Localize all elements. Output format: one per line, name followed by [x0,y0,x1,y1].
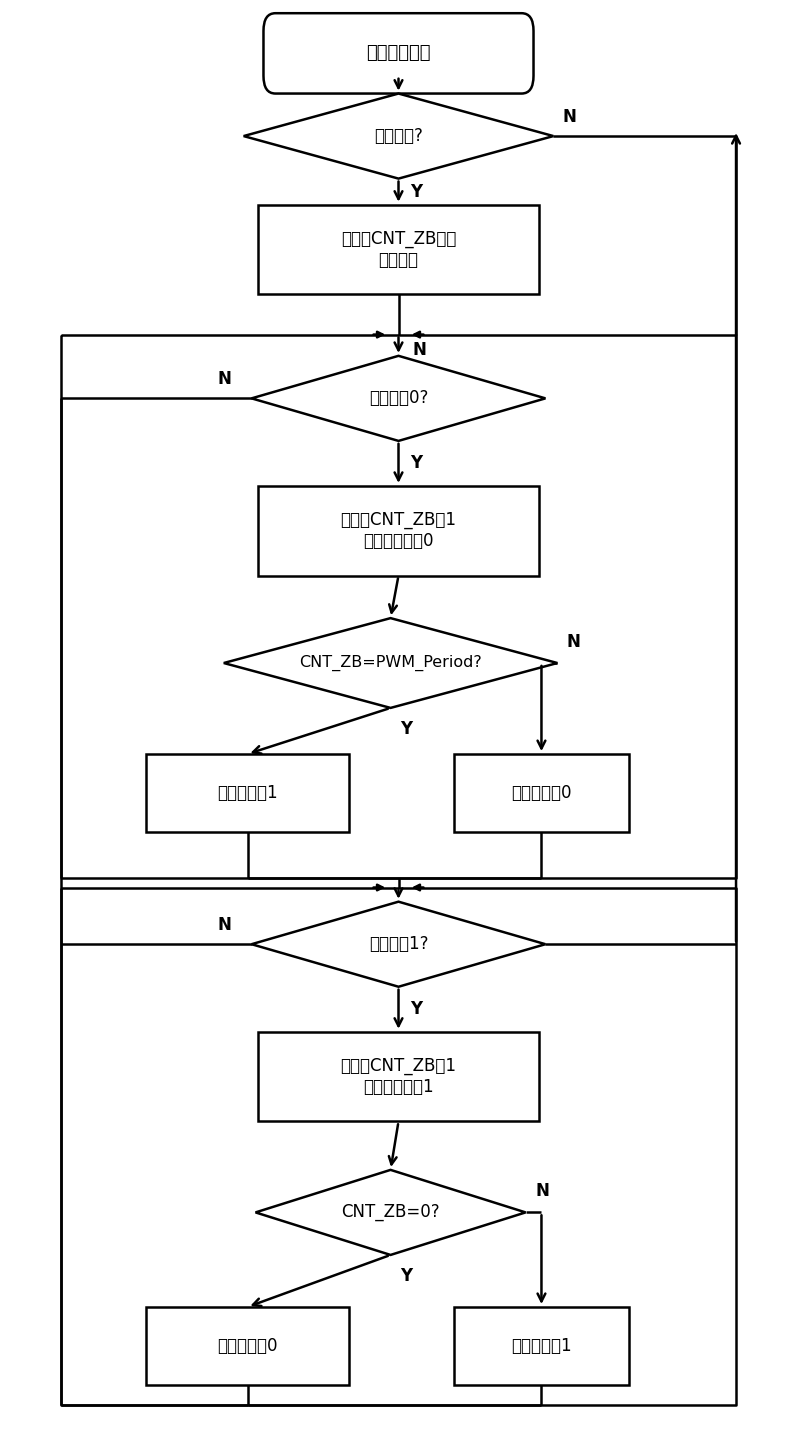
FancyBboxPatch shape [264,13,533,93]
Text: N: N [218,916,232,935]
Text: 载波生成流程: 载波生成流程 [367,44,430,63]
Polygon shape [252,355,545,441]
Text: N: N [218,370,232,389]
Text: 状态机为1?: 状态机为1? [369,935,428,954]
Text: CNT_ZB=PWM_Period?: CNT_ZB=PWM_Period? [299,655,482,671]
Text: 计数器CNT_ZB清零
载波置零: 计数器CNT_ZB清零 载波置零 [341,230,456,269]
Bar [454,754,629,831]
Polygon shape [224,619,557,708]
Text: CNT_ZB=0?: CNT_ZB=0? [341,1204,440,1222]
Text: 状态机继置0: 状态机继置0 [511,783,571,802]
Text: Y: Y [400,1267,412,1286]
Text: 状态机继置1: 状态机继置1 [218,783,278,802]
Polygon shape [252,901,545,987]
Text: Y: Y [400,721,412,738]
Text: 状态机继置1: 状态机继置1 [511,1337,571,1356]
Text: N: N [413,341,426,360]
Text: N: N [563,108,577,127]
Text: 状态机继置0: 状态机继置0 [218,1337,278,1356]
Bar [257,1032,540,1121]
Text: N: N [535,1182,549,1200]
Bar [454,1307,629,1385]
Bar [257,486,540,575]
Text: Y: Y [410,454,422,472]
Text: Y: Y [410,1000,422,1018]
Bar [257,205,540,294]
Polygon shape [256,1169,525,1255]
Bar [147,1307,349,1385]
Text: 计数器CNT_ZB减1
状态机继续置1: 计数器CNT_ZB减1 状态机继续置1 [340,1057,457,1096]
Text: 复位有效?: 复位有效? [374,127,423,146]
Text: Y: Y [410,182,422,201]
Text: 状态机为0?: 状态机为0? [369,389,428,408]
Text: 计数器CNT_ZB加1
状态机继续置0: 计数器CNT_ZB加1 状态机继续置0 [340,511,457,550]
Text: N: N [567,633,581,651]
Bar [147,754,349,831]
Polygon shape [244,93,553,179]
